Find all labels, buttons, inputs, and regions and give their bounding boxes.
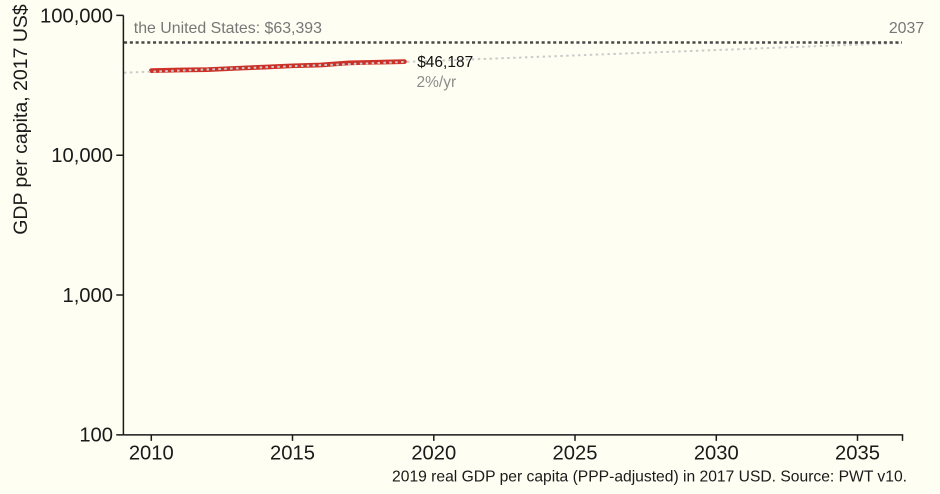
svg-text:10,000: 10,000 bbox=[51, 145, 113, 167]
svg-text:2015: 2015 bbox=[270, 443, 315, 465]
svg-text:2030: 2030 bbox=[694, 443, 739, 465]
svg-text:100: 100 bbox=[79, 425, 113, 447]
svg-text:2035: 2035 bbox=[835, 443, 880, 465]
svg-text:2%/yr: 2%/yr bbox=[417, 74, 457, 91]
svg-text:1,000: 1,000 bbox=[62, 285, 113, 307]
svg-text:2019 real GDP per capita (PPP-: 2019 real GDP per capita (PPP-adjusted) … bbox=[392, 469, 907, 486]
svg-text:100,000: 100,000 bbox=[40, 5, 113, 27]
svg-text:2037: 2037 bbox=[889, 20, 925, 37]
svg-text:GDP per capita, 2017 US$: GDP per capita, 2017 US$ bbox=[10, 4, 32, 235]
svg-text:2025: 2025 bbox=[553, 443, 598, 465]
svg-text:$46,187: $46,187 bbox=[417, 54, 473, 71]
svg-text:2020: 2020 bbox=[411, 443, 456, 465]
svg-text:2010: 2010 bbox=[129, 443, 174, 465]
svg-text:the United States: $63,393: the United States: $63,393 bbox=[134, 20, 322, 37]
